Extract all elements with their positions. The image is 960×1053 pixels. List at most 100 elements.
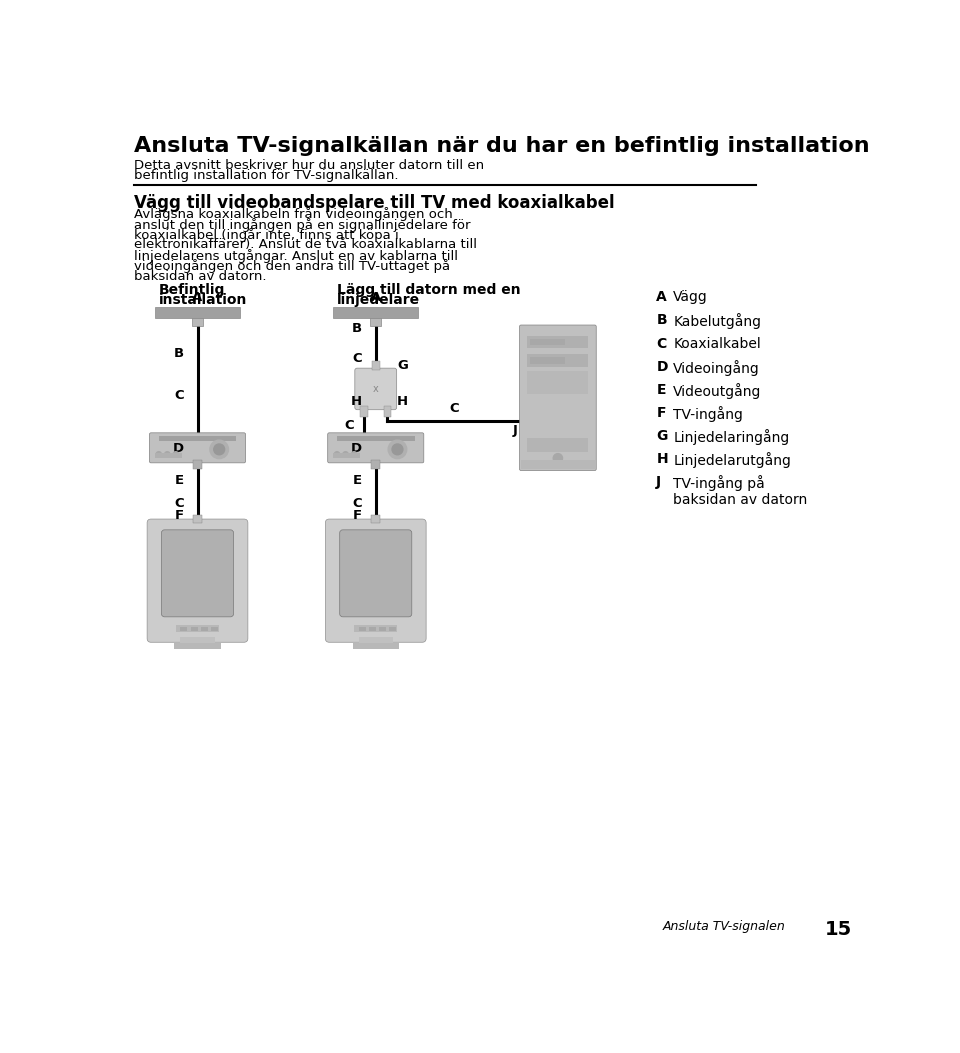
Text: D: D [657,360,668,374]
Bar [333,453,360,458]
FancyBboxPatch shape [340,530,412,617]
Text: H: H [396,395,408,408]
Text: Linjedelarutgång: Linjedelarutgång [673,452,791,468]
Text: C: C [449,402,459,415]
Text: C: C [657,337,666,351]
Bar [530,339,565,345]
Text: B: B [351,321,362,335]
Bar [180,627,187,631]
Circle shape [351,452,357,457]
Bar [354,624,397,632]
Bar [372,361,379,371]
Bar [175,643,221,650]
Bar [372,515,380,523]
Bar [190,627,198,631]
Text: A: A [192,292,203,304]
Bar [389,627,396,631]
Text: Vägg till videobandspelare till TV med koaxialkabel: Vägg till videobandspelare till TV med k… [134,194,614,212]
Text: C: C [352,353,362,365]
Circle shape [343,452,348,457]
Bar [155,453,182,458]
Bar [359,627,366,631]
Text: J: J [657,475,661,490]
Text: F: F [175,509,183,521]
Text: A: A [657,291,667,304]
Text: D: D [173,441,183,455]
Bar [192,318,203,325]
Text: H: H [657,452,668,466]
Text: G: G [657,429,667,443]
Bar [158,436,236,440]
Circle shape [214,444,225,455]
Bar [201,627,207,631]
Text: befintlig installation för TV-signalkällan.: befintlig installation för TV-signalkäll… [134,170,398,182]
Text: D: D [350,441,362,455]
Text: linjedelare: linjedelare [337,293,420,306]
Text: TV-ingång: TV-ingång [673,405,743,422]
Bar [530,357,565,363]
Bar [527,372,588,394]
Bar [193,460,203,469]
Text: F: F [657,405,666,420]
Text: elektronikaffärer). Anslut de två koaxialkablarna till: elektronikaffärer). Anslut de två koaxia… [134,238,477,252]
Text: Vägg: Vägg [673,291,708,304]
Bar [521,460,594,469]
Text: F: F [352,509,362,521]
FancyBboxPatch shape [161,530,233,617]
Bar [180,637,214,644]
Text: B: B [174,346,183,360]
Bar [210,627,218,631]
Bar [352,643,399,650]
Text: Befintlig: Befintlig [158,282,226,297]
Circle shape [210,440,228,459]
Text: A: A [371,292,381,304]
Text: C: C [345,419,354,432]
FancyBboxPatch shape [327,433,423,463]
Bar [176,624,219,632]
Text: baksidan av datorn.: baksidan av datorn. [134,270,267,282]
Circle shape [388,440,407,459]
Bar [527,336,588,349]
Text: koaxialkabel (ingår inte, finns att köpa i: koaxialkabel (ingår inte, finns att köpa… [134,229,398,242]
Bar [337,436,415,440]
Text: E: E [657,383,666,397]
Text: linjedelarens utgångar. Anslut en av kablarna till: linjedelarens utgångar. Anslut en av kab… [134,249,458,263]
Text: E: E [352,474,362,488]
Bar [527,438,588,452]
Bar [379,627,386,631]
Text: Kabelutgång: Kabelutgång [673,314,761,330]
FancyBboxPatch shape [355,369,396,410]
FancyBboxPatch shape [325,519,426,642]
FancyBboxPatch shape [519,325,596,471]
Bar [371,318,381,325]
Text: Lägg till datorn med en: Lägg till datorn med en [337,282,520,297]
Text: Koaxialkabel: Koaxialkabel [673,337,761,351]
Text: Videoutgång: Videoutgång [673,383,761,399]
Circle shape [392,444,403,455]
Bar [372,460,380,469]
Text: Avlägsna koaxialkabeln från videoingången och: Avlägsna koaxialkabeln från videoingånge… [134,207,453,221]
Text: installation: installation [158,293,247,306]
Bar [369,627,375,631]
Text: G: G [397,359,408,373]
Text: Ansluta TV-signalkällan när du har en befintlig installation: Ansluta TV-signalkällan när du har en be… [134,137,870,156]
Text: B: B [657,314,667,327]
Text: anslut den till ingången på en signallinjedelare för: anslut den till ingången på en signallin… [134,218,470,232]
Circle shape [553,454,563,463]
FancyBboxPatch shape [150,433,246,463]
Bar [359,637,393,644]
Text: C: C [174,497,183,510]
FancyBboxPatch shape [147,519,248,642]
Bar [383,405,392,417]
Text: Detta avsnitt beskriver hur du ansluter datorn till en: Detta avsnitt beskriver hur du ansluter … [134,159,484,173]
Text: H: H [350,395,362,408]
Circle shape [173,452,179,457]
Text: TV-ingång på
baksidan av datorn: TV-ingång på baksidan av datorn [673,475,807,508]
Text: J: J [513,424,517,437]
Text: Videoingång: Videoingång [673,360,760,376]
Text: videoingången och den andra till TV-uttaget på: videoingången och den andra till TV-utta… [134,259,450,273]
Circle shape [164,452,170,457]
Text: C: C [174,389,183,402]
Bar [527,354,588,366]
Circle shape [334,452,340,457]
